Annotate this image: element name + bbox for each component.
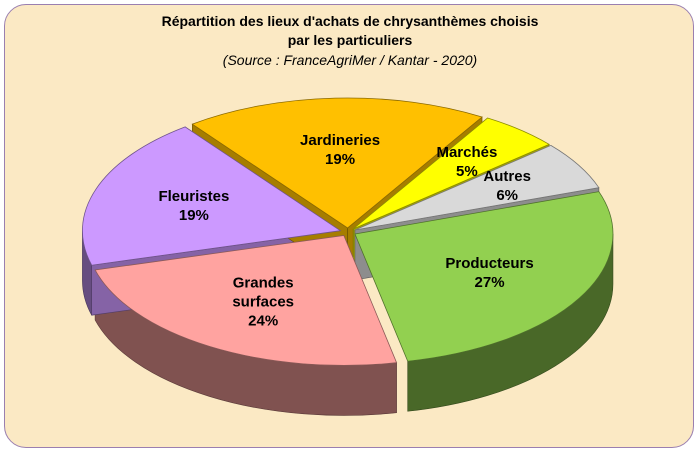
- category-label: Producteurs: [445, 254, 534, 272]
- chart-subtitle: (Source : FranceAgriMer / Kantar - 2020): [222, 52, 478, 68]
- value-label: 5%: [456, 162, 478, 180]
- slice: [191, 97, 483, 229]
- value-label: 6%: [496, 187, 519, 205]
- value-label: 19%: [178, 206, 209, 224]
- slice: [82, 126, 342, 266]
- value-label: 19%: [325, 151, 356, 169]
- slice: [94, 235, 398, 366]
- slice-label: Jardineries 19%: [280, 131, 400, 169]
- slice-label: Fleuristes 19%: [134, 187, 254, 225]
- category-label: Autres: [483, 168, 531, 186]
- slice-label: Grandes surfaces 24%: [223, 274, 303, 331]
- category-label: Jardineries: [300, 132, 381, 150]
- category-label: Grandes surfaces: [232, 274, 295, 311]
- chart-title: Répartition des lieux d'achats de chrysa…: [161, 13, 539, 48]
- slice: [352, 117, 550, 230]
- category-label: Marchés: [436, 143, 498, 161]
- value-label: 27%: [474, 273, 505, 291]
- value-label: 24%: [248, 312, 279, 330]
- slice-label: Autres 6%: [447, 167, 567, 205]
- category-label: Fleuristes: [158, 187, 230, 205]
- slice-label: Producteurs 27%: [430, 254, 550, 292]
- slice: [354, 144, 600, 231]
- slice: [354, 191, 614, 362]
- slice-label: Marchés 5%: [407, 143, 527, 181]
